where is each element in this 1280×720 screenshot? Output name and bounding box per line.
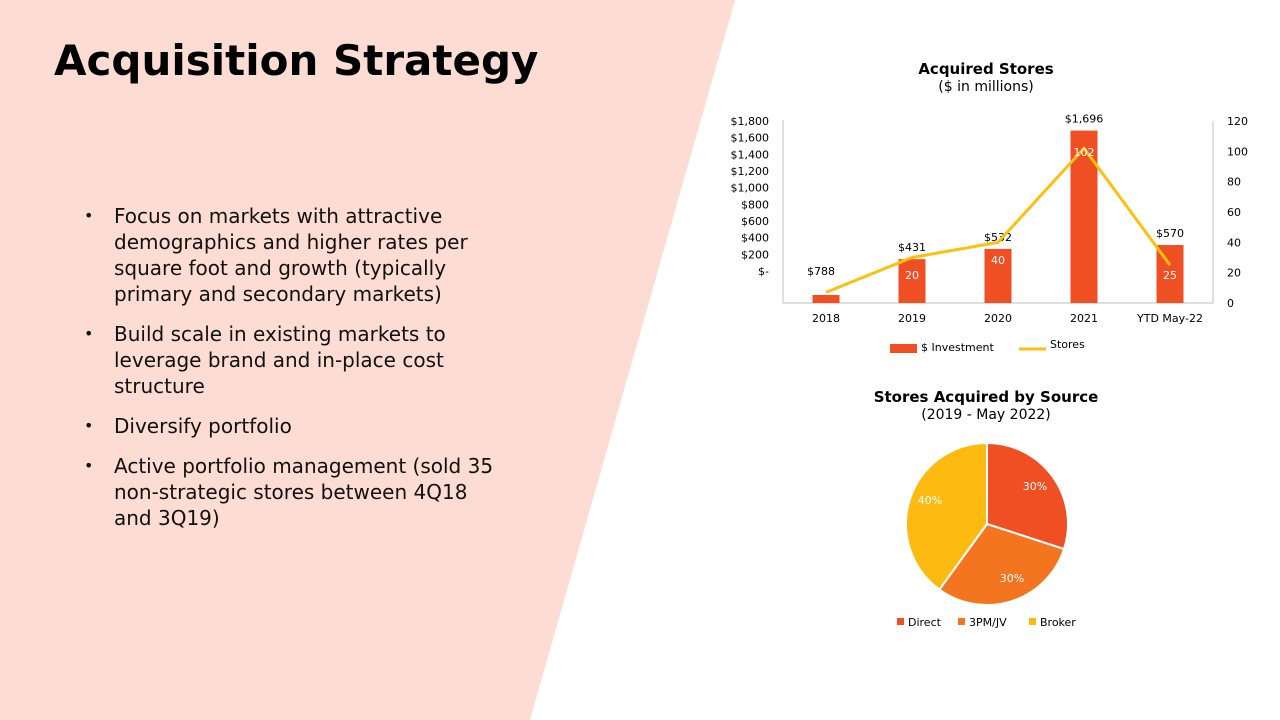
legend-investment-label: $ Investment xyxy=(921,341,994,354)
pie-legend-label: Broker xyxy=(1040,616,1076,629)
pie-slice-label: 40% xyxy=(918,494,942,507)
investment-data-label: $1,696 xyxy=(1065,113,1104,126)
left-axis-tick-label: $800 xyxy=(741,198,769,211)
category-label: 2018 xyxy=(812,312,840,325)
pie-legend-label: 3PM/JV xyxy=(969,616,1007,629)
pie-legend-swatch xyxy=(958,618,965,625)
bullet-icon: • xyxy=(84,206,94,225)
bullet-item: • Build scale in existing markets to leve… xyxy=(84,321,504,399)
stores-data-label: 25 xyxy=(1163,269,1177,282)
bullet-text: Build scale in existing markets to lever… xyxy=(114,322,446,398)
bullet-text: Focus on markets with attractive demogra… xyxy=(114,204,468,306)
bullet-text: Active portfolio management (sold 35 non… xyxy=(114,454,494,530)
pie-chart-title: Stores Acquired by Source xyxy=(873,388,1099,406)
stores-data-label: 20 xyxy=(905,269,919,282)
category-label: 2019 xyxy=(898,312,926,325)
right-axis-tick-label: 20 xyxy=(1227,267,1241,280)
bullet-item: • Active portfolio management (sold 35 no… xyxy=(84,453,504,531)
investment-bar xyxy=(898,259,926,303)
right-axis-tick-label: 60 xyxy=(1227,206,1241,219)
left-axis-tick-label: $1,600 xyxy=(731,132,770,145)
pie-slice-label: 30% xyxy=(1000,572,1024,585)
left-axis-tick-label: $- xyxy=(758,265,769,278)
slide-title: Acquisition Strategy xyxy=(54,36,539,85)
bullet-text: Diversify portfolio xyxy=(114,414,292,438)
stores-line xyxy=(825,145,1172,294)
investment-data-label: $431 xyxy=(898,241,926,254)
pie-legend-swatch xyxy=(897,618,904,625)
left-axis-tick-label: $1,800 xyxy=(731,115,770,128)
bullet-icon: • xyxy=(84,416,94,435)
bar-chart-title: Acquired Stores xyxy=(918,60,1054,78)
investment-data-label: $570 xyxy=(1156,227,1184,240)
bullet-item: • Diversify portfolio xyxy=(84,413,504,439)
pie-legend-label: Direct xyxy=(908,616,942,629)
bullet-list: • Focus on markets with attractive demogr… xyxy=(84,203,504,545)
bullet-icon: • xyxy=(84,324,94,343)
right-axis-tick-label: 0 xyxy=(1227,297,1234,310)
left-axis-tick-label: $1,400 xyxy=(731,148,770,161)
right-axis-tick-label: 100 xyxy=(1227,145,1248,158)
bullet-item: • Focus on markets with attractive demogr… xyxy=(84,203,504,307)
investment-bar xyxy=(984,248,1012,303)
right-axis-tick-label: 80 xyxy=(1227,176,1241,189)
left-axis-tick-label: $1,000 xyxy=(731,182,770,195)
stores-data-label: 40 xyxy=(991,254,1005,267)
right-axis-tick-label: 40 xyxy=(1227,236,1241,249)
pie-slice xyxy=(986,441,1069,551)
category-label: YTD May-22 xyxy=(1136,312,1203,325)
investment-bar xyxy=(812,295,840,303)
category-label: 2021 xyxy=(1070,312,1098,325)
right-axis-tick-label: 120 xyxy=(1227,115,1248,128)
left-axis-tick-label: $600 xyxy=(741,215,769,228)
left-axis-tick-label: $200 xyxy=(741,248,769,261)
left-axis-tick-label: $1,200 xyxy=(731,165,770,178)
bar-chart-subtitle: ($ in millions) xyxy=(938,79,1034,95)
pie-legend-swatch xyxy=(1029,618,1036,625)
pie-slice xyxy=(905,441,988,591)
pie-slice-label: 30% xyxy=(1023,480,1047,493)
investment-data-label: $788 xyxy=(807,265,835,278)
legend-investment-swatch xyxy=(890,344,917,353)
bullet-icon: • xyxy=(84,456,94,475)
stores-data-label: 102 xyxy=(1074,146,1095,159)
pie-chart-subtitle: (2019 - May 2022) xyxy=(921,407,1051,423)
legend-stores-label: Stores xyxy=(1050,338,1085,351)
left-axis-tick-label: $400 xyxy=(741,232,769,245)
pie-slice xyxy=(937,522,1066,607)
category-label: 2020 xyxy=(984,312,1012,325)
